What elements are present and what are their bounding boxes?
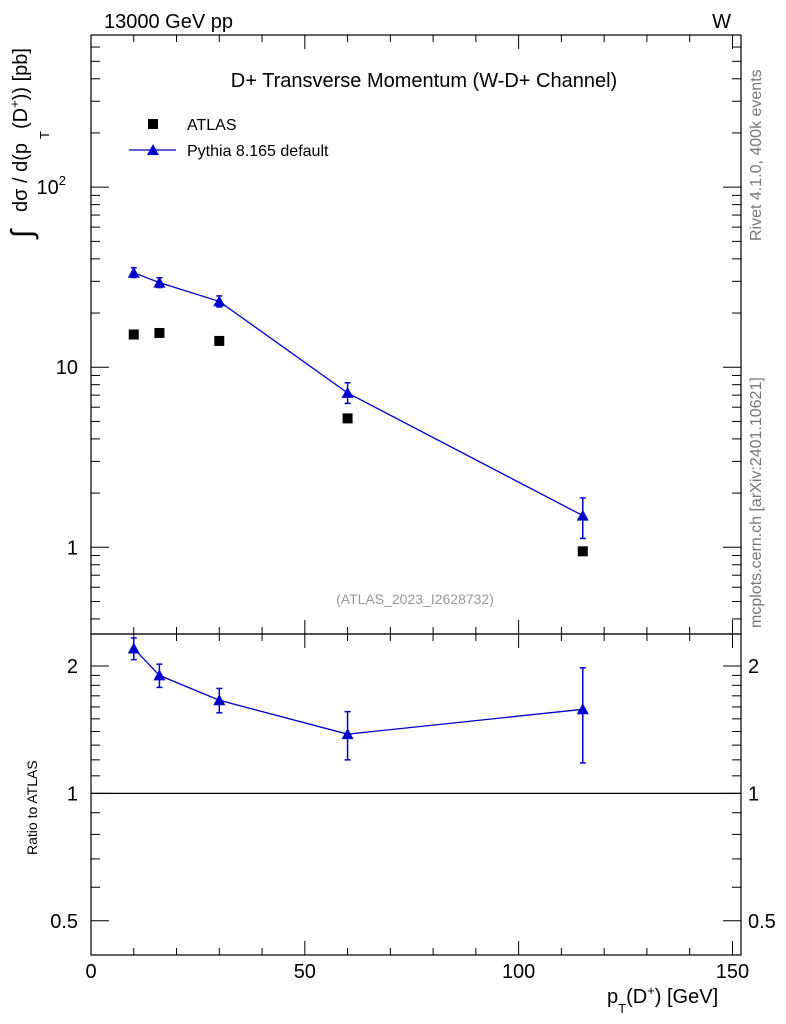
atlas-point: [128, 329, 139, 340]
legend-pythia-label: Pythia 8.165 default: [187, 143, 329, 160]
y-tick-label-ratio-right: 2: [748, 656, 759, 678]
ylabel-paren: (D: [10, 108, 32, 129]
ylabel-sup: +: [7, 100, 22, 108]
ylabel-unit: )) [pb]: [10, 48, 32, 100]
xlabel-paren: (D: [626, 986, 647, 1008]
header-left: 13000 GeV pp: [104, 11, 233, 33]
atlas-point: [214, 335, 225, 346]
y-tick-label-ratio: 2: [67, 656, 78, 678]
y-tick-label-ratio: 1: [67, 783, 78, 805]
legend-atlas-marker: [148, 119, 158, 129]
ratio-line: [133, 648, 583, 735]
pythia-point: [127, 266, 140, 278]
ratio-point: [576, 703, 589, 715]
source-info: mcplots.cern.ch [arXiv:2401.10621]: [748, 377, 765, 628]
pythia-point: [213, 295, 226, 307]
y-tick-exp: 2: [59, 173, 66, 188]
rivet-info: Rivet 4.1.0, 400k events: [748, 69, 765, 241]
atlas-point: [342, 413, 353, 424]
legend-pythia-marker: [147, 144, 159, 155]
ratio-ylabel: Ratio to ATLAS: [24, 760, 40, 855]
y-tick-label-ratio-right: 1: [748, 783, 759, 805]
pythia-point: [153, 276, 166, 288]
atlas-point: [577, 546, 588, 557]
y-tick-label-ratio-right: 0.5: [748, 911, 776, 933]
xlabel-p: p: [607, 986, 618, 1008]
atlas-point: [154, 327, 165, 338]
y-tick-label-main: 102: [37, 173, 66, 199]
pythia-point: [341, 386, 354, 398]
ratio-panel: 0 50 100 150 0.5 0.5 1 1 2 2 Ratio to ATLAS pT(D+…: [24, 633, 776, 1016]
y-tick-label-ratio: 0.5: [50, 911, 78, 933]
x-tick-label: 150: [716, 961, 749, 983]
xlabel-sup: +: [647, 983, 655, 998]
xlabel-unit: ) [GeV]: [655, 986, 718, 1008]
header-right: W: [712, 11, 731, 33]
ylabel-main: dσ / d(p: [10, 143, 32, 212]
ylabel-sub: T: [37, 131, 52, 139]
y-tick-label-main: 1: [67, 537, 78, 559]
pythia-point: [576, 509, 589, 521]
main-marks: [127, 266, 589, 557]
ratio-point: [127, 642, 140, 654]
legend-atlas-label: ATLAS: [187, 117, 237, 134]
analysis-id: (ATLAS_2023_I2628732): [336, 591, 494, 607]
ratio-point: [153, 669, 166, 681]
main-ylabel-main: dσ / d(p T (D+)) [pb]: [7, 48, 52, 212]
ratio-frame: [90, 633, 742, 956]
x-tick-label: 0: [85, 961, 96, 983]
ratio-marks: [127, 637, 589, 764]
legend: ATLAS Pythia 8.165 default: [129, 117, 329, 160]
xlabel-sub: T: [618, 1001, 626, 1016]
xlabel: pT(D+) [GeV]: [607, 983, 718, 1016]
x-tick-label: 100: [502, 961, 535, 983]
ratio-ticks: 0 50 100 150 0.5 0.5 1 1 2 2: [50, 634, 776, 983]
y-tick-label-main: 10: [56, 357, 78, 379]
ratio-point: [213, 694, 226, 706]
main-ylabel: ∫ dσ / d(p T (D+)) [pb]: [6, 48, 52, 240]
ratio-point: [341, 728, 354, 740]
main-ylabel-integral: ∫: [6, 228, 39, 240]
y-tick-base: 10: [37, 177, 59, 199]
pythia-line: [133, 272, 584, 517]
main-title: D+ Transverse Momentum (W-D+ Channel): [231, 70, 617, 92]
x-tick-label: 50: [294, 961, 316, 983]
